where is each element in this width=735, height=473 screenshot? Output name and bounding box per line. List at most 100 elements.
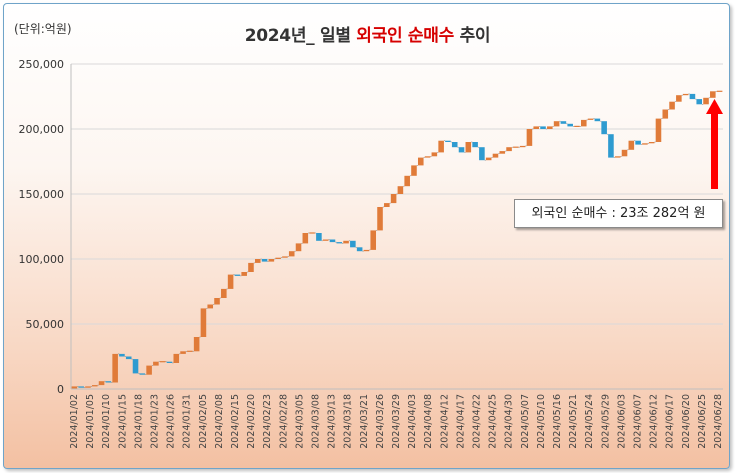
x-tick-label: 2024/02/20 [246,394,257,449]
x-tick-label: 2024/01/31 [182,394,193,449]
total-callout: 외국인 순매수 : 23조 282억 원 [514,199,723,228]
x-tick-label: 2024/01/26 [166,394,177,449]
x-tick-label: 2024/01/05 [85,394,96,449]
waterfall-bar [207,304,214,309]
x-tick-label: 2024/01/10 [101,394,112,449]
waterfall-bar [635,140,641,145]
chart-title: 2024년_ 일별 외국인 순매수 추이 [0,21,735,46]
x-tick-label: 2024/04/12 [439,394,450,449]
red-up-arrow [706,99,723,189]
waterfall-bar [411,165,417,176]
y-axis: 0 50,000 100,000 150,000 200,000 250,000 [19,58,72,396]
waterfall-bar [424,156,431,158]
x-tick-label: 2024/05/24 [584,394,595,449]
waterfall-bar [716,90,723,92]
waterfall-bar [533,126,540,129]
waterfall-bar [540,126,546,129]
x-tick-label: 2024/04/03 [407,394,418,449]
waterfall-bar [431,152,438,157]
waterfall-bar [221,288,227,298]
waterfall-bar [513,146,519,148]
waterfall-bar [125,356,132,360]
waterfall-bar [275,257,281,259]
waterfall-bar [547,126,553,129]
title-accent: 외국인 순매수 [356,26,454,46]
waterfall-bar [261,259,268,262]
x-tick-label: 2024/03/29 [391,394,402,449]
waterfall-bar [350,240,356,248]
waterfall-bar [153,361,159,366]
waterfall-bar [248,262,254,272]
waterfall-bar [200,308,207,337]
x-tick-label: 2024/01/02 [69,394,80,449]
waterfall-bar [417,157,424,166]
waterfall-bar [159,361,166,363]
x-tick-label: 2024/05/21 [568,394,579,449]
waterfall-bar [669,101,675,110]
waterfall-bar [78,386,84,388]
waterfall-bar [506,147,512,152]
x-axis: 2024/01/02 2024/01/05 2024/01/10 2024/01/15… [69,388,724,449]
x-tick-label: 2024/02/23 [262,394,273,449]
waterfall-bar [309,232,315,234]
x-tick-label: 2024/03/18 [343,394,354,449]
x-tick-label: 2024/06/12 [649,394,660,449]
waterfall-bar [384,203,390,207]
waterfall-bar [682,93,689,96]
waterfall-bar [696,99,703,105]
waterfall-bar [689,93,696,100]
waterfall-bar [91,385,98,387]
waterfall-bar [519,145,526,148]
x-tick-label: 2024/02/08 [214,394,225,449]
x-tick-label: 2024/03/26 [375,394,386,449]
x-tick-label: 2024/02/15 [230,394,241,449]
waterfall-bar [499,151,506,154]
waterfall-bar [567,123,573,127]
waterfall-bar [282,256,288,258]
x-tick-label: 2024/04/08 [423,394,434,449]
waterfall-bar [105,381,112,383]
waterfall-bar [451,142,458,148]
waterfall-bar [397,186,404,194]
waterfall-bar [445,140,451,142]
x-tick-label: 2024/01/18 [133,394,144,449]
x-tick-label: 2024/03/05 [294,394,305,449]
waterfall-bar [71,386,78,389]
waterfall-bar [614,156,621,158]
x-tick-label: 2024/04/17 [455,394,466,449]
waterfall-bar [295,243,302,252]
bar-series [71,90,723,389]
x-tick-label: 2024/03/21 [359,394,370,449]
waterfall-bar [438,140,444,153]
waterfall-bar [458,147,465,153]
waterfall-bar [329,239,336,243]
waterfall-bar [193,337,200,352]
title-prefix: 2024년_ 일별 [244,26,357,46]
waterfall-bar [703,97,709,105]
x-tick-label: 2024/04/25 [488,394,499,449]
waterfall-bar [98,381,105,386]
waterfall-bar [485,157,492,161]
waterfall-bar [166,361,173,363]
y-tick-label: 250,000 [19,58,65,71]
x-tick-label: 2024/02/28 [278,394,289,449]
waterfall-bar [146,365,152,375]
waterfall-bar [655,118,662,142]
waterfall-bar [322,239,329,241]
waterfall-bar [132,359,139,374]
waterfall-bar [139,373,146,375]
waterfall-bar [594,118,601,122]
waterfall-bar [587,118,594,120]
waterfall-bar [227,274,234,289]
waterfall-bar [560,121,567,124]
x-tick-label: 2024/02/05 [198,394,209,449]
waterfall-bar [662,109,669,119]
x-tick-label: 2024/03/13 [327,394,338,449]
x-tick-label: 2024/06/20 [681,394,692,449]
waterfall-bar [180,351,186,354]
waterfall-bar [370,230,377,250]
x-tick-label: 2024/06/07 [633,394,644,449]
waterfall-bar [377,207,383,231]
x-tick-label: 2024/06/03 [616,394,627,449]
waterfall-bar [112,353,118,383]
